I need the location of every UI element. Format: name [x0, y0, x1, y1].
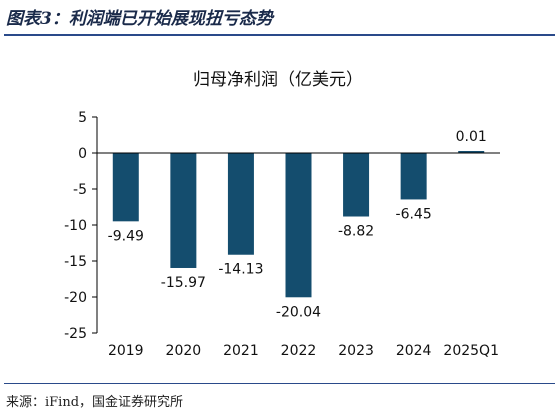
data-label: -14.13 — [218, 262, 263, 278]
y-tick-label: -15 — [64, 254, 87, 270]
y-tick-label: -25 — [64, 326, 87, 342]
data-label: 0.01 — [456, 129, 487, 145]
x-tick-label: 2021 — [223, 343, 259, 359]
bar — [285, 153, 312, 298]
y-tick-label: -20 — [64, 290, 87, 306]
x-tick-label: 2025Q1 — [443, 343, 499, 359]
data-label: -8.82 — [338, 224, 374, 240]
y-tick-label: 0 — [78, 146, 87, 162]
title-rule — [4, 34, 555, 36]
bar — [112, 153, 139, 222]
axes-group: 5 0 -5 -10 -15 -20 -25 2019 2020 2021 2022 2023 2024… — [64, 110, 500, 359]
x-tick-label: 2022 — [281, 343, 317, 359]
chart-title: 归母净利润（亿美元） — [193, 70, 363, 90]
bars-group: -9.49 -15.97 -14.13 -20.04 -8.82 -6.45 0.01 — [108, 129, 487, 320]
source-note: 来源：iFind，国金证券研究所 — [6, 395, 184, 410]
data-label: -15.97 — [161, 275, 206, 291]
y-tick-label: 5 — [78, 110, 87, 126]
bar — [458, 151, 485, 153]
x-tick-label: 2020 — [166, 343, 202, 359]
bar — [343, 153, 370, 217]
source-rule — [4, 383, 555, 384]
y-tick-label: -5 — [73, 182, 87, 198]
data-label: -9.49 — [108, 228, 144, 244]
data-label: -20.04 — [276, 304, 321, 320]
x-tick-label: 2023 — [338, 343, 374, 359]
bar — [170, 153, 197, 268]
data-label: -6.45 — [396, 206, 432, 222]
bar — [400, 153, 427, 200]
x-tick-label: 2024 — [396, 343, 432, 359]
bar — [227, 153, 254, 255]
x-tick-label: 2019 — [108, 343, 144, 359]
figure-title: 图表3：利润端已开始展现扭亏态势 — [6, 9, 273, 29]
y-tick-label: -10 — [64, 218, 87, 234]
